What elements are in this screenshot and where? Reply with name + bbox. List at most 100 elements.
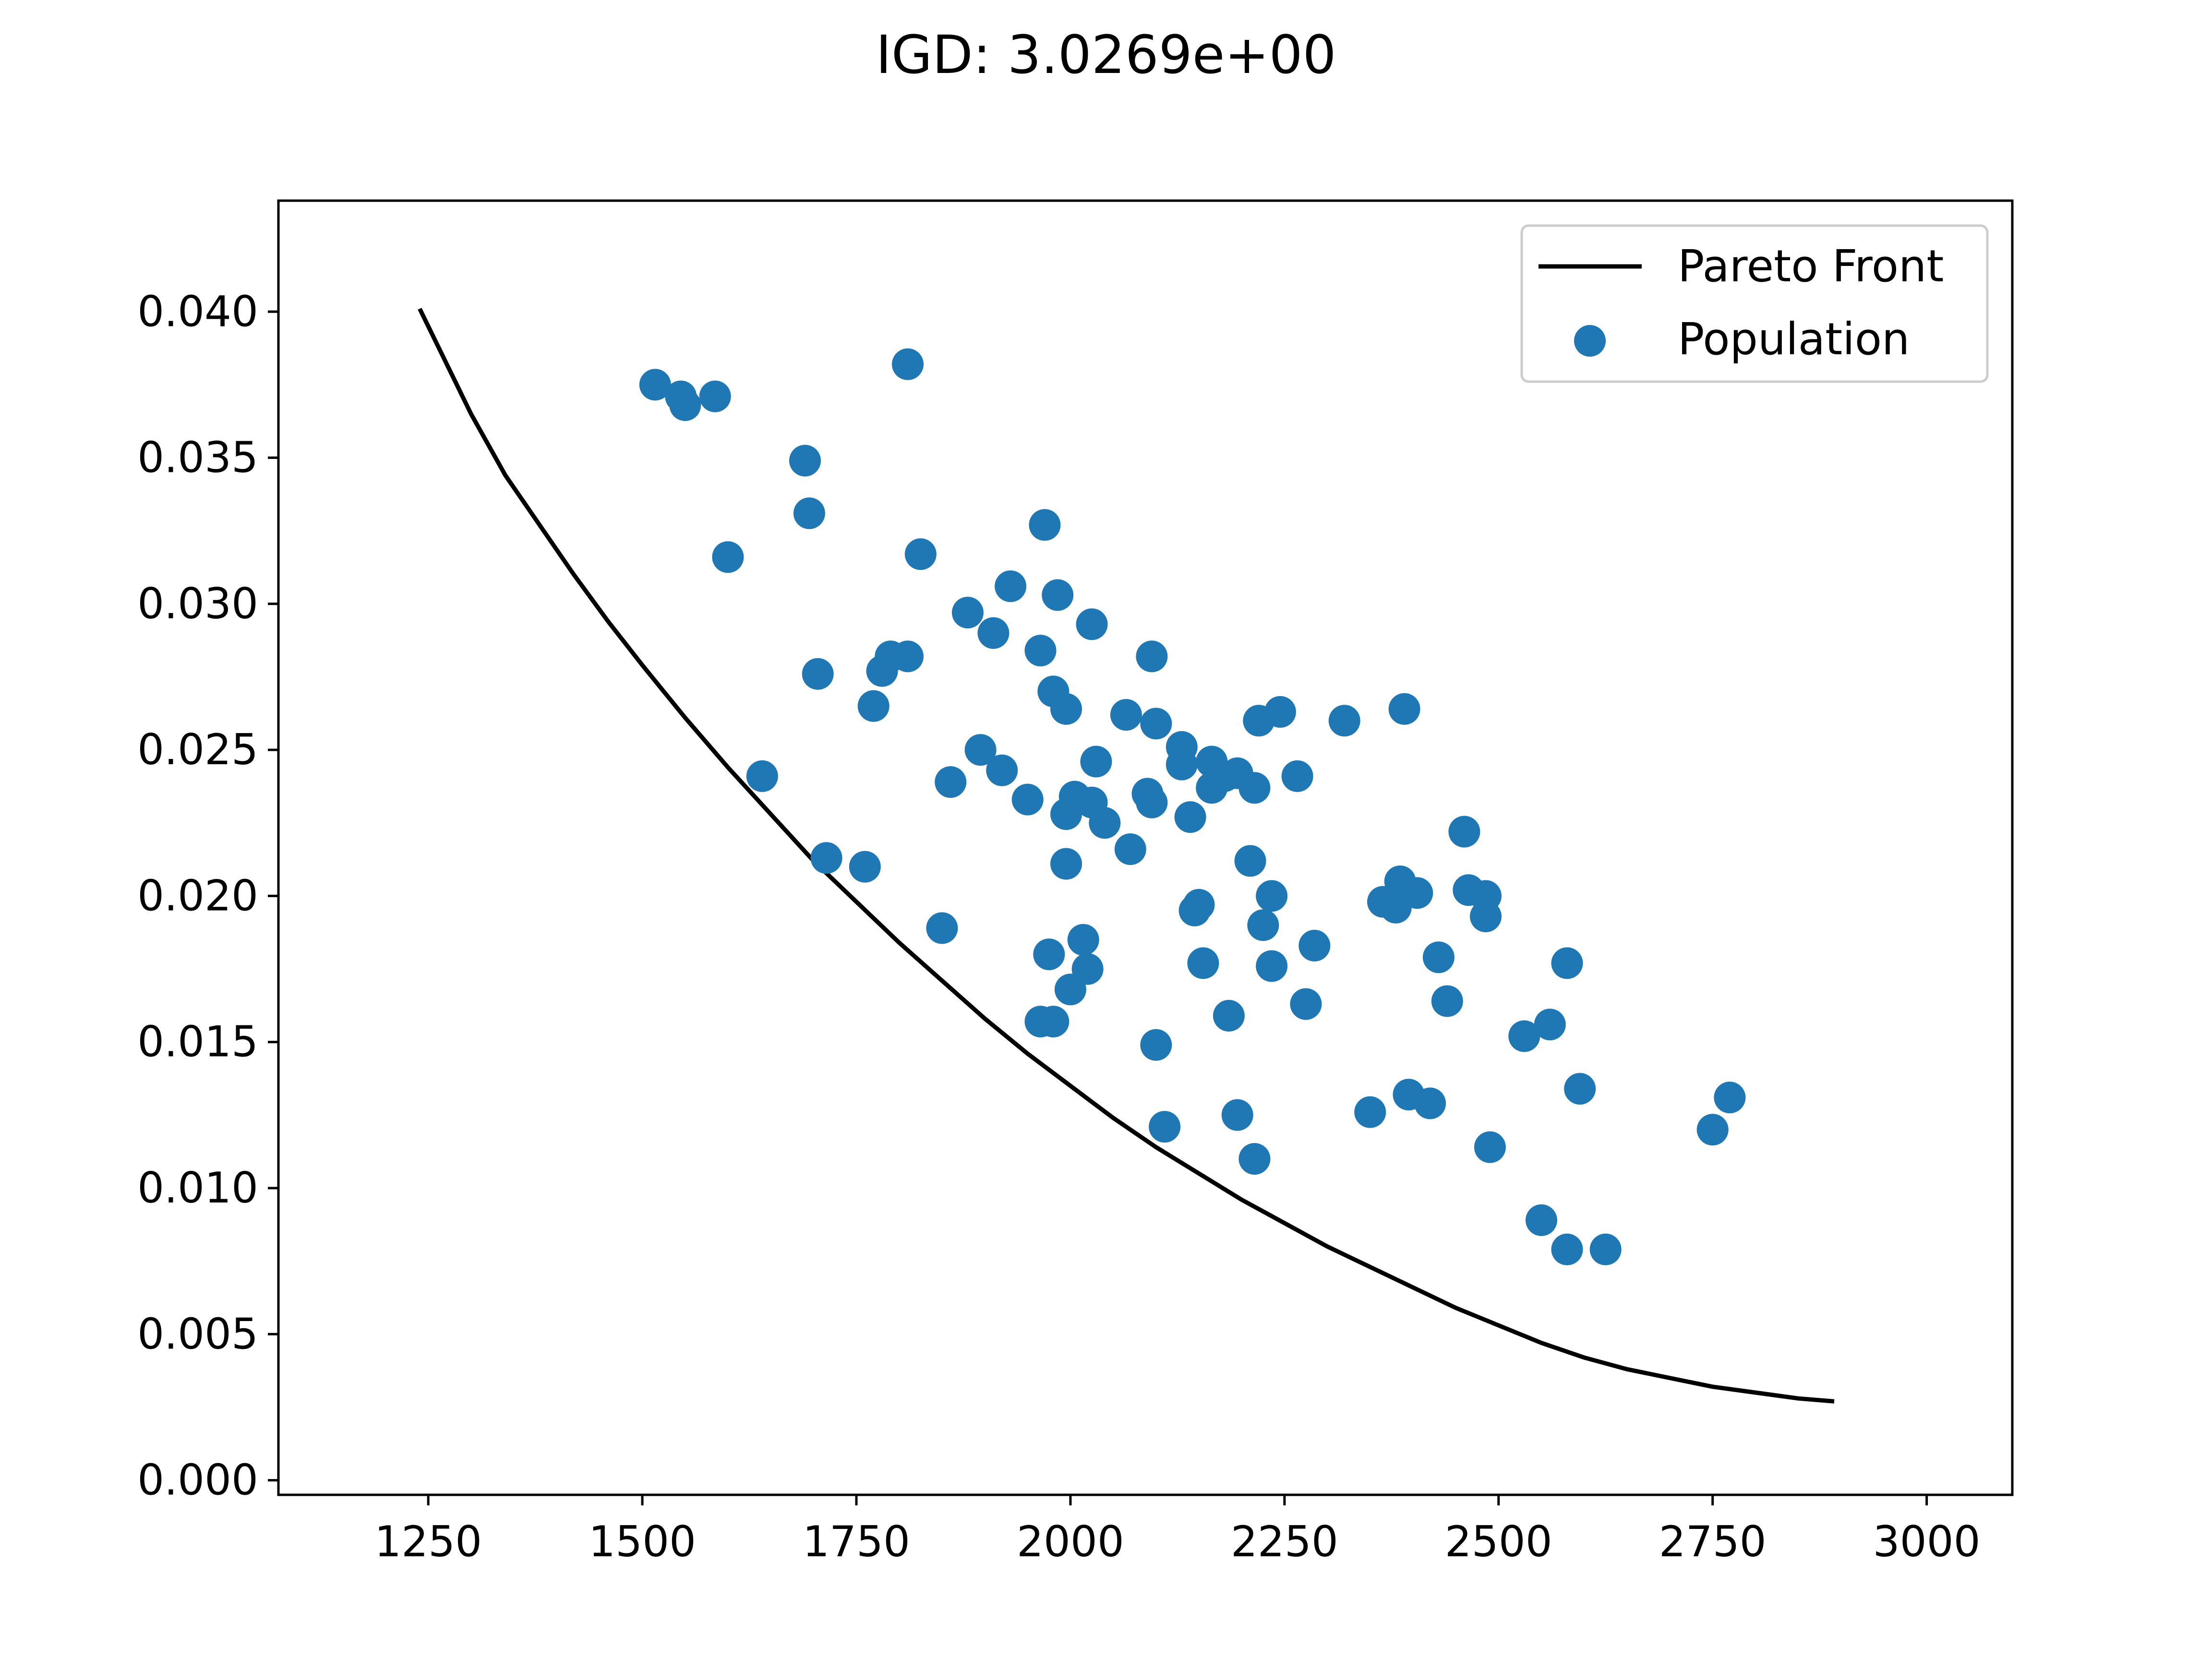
population-point bbox=[1264, 696, 1296, 728]
x-tick-label: 1500 bbox=[589, 1517, 696, 1566]
plot-area bbox=[418, 308, 1835, 1404]
pareto-front-line bbox=[418, 308, 1835, 1404]
population-point bbox=[1221, 1099, 1253, 1131]
legend-label-pareto-front: Pareto Front bbox=[1678, 240, 1944, 292]
population-point bbox=[639, 369, 671, 401]
y-tick-label: 0.005 bbox=[137, 1309, 258, 1358]
x-tick-label: 2750 bbox=[1659, 1517, 1767, 1566]
y-tick-label: 0.000 bbox=[137, 1455, 258, 1505]
population-point bbox=[1564, 1073, 1596, 1105]
y-tick-label: 0.010 bbox=[137, 1163, 258, 1213]
population-point bbox=[1140, 708, 1172, 740]
population-point bbox=[977, 617, 1010, 649]
x-tick-label: 2500 bbox=[1445, 1517, 1552, 1566]
x-tick-label: 1250 bbox=[374, 1517, 482, 1566]
population-point bbox=[849, 851, 881, 883]
population-point bbox=[866, 655, 898, 687]
x-tick-label: 2250 bbox=[1231, 1517, 1338, 1566]
population-point bbox=[1470, 901, 1502, 932]
y-tick-label: 0.035 bbox=[137, 433, 258, 482]
population-point bbox=[892, 640, 924, 673]
population-point bbox=[746, 760, 778, 792]
population-point bbox=[810, 842, 842, 874]
population-point bbox=[1080, 745, 1112, 778]
population-point bbox=[995, 570, 1027, 602]
population-point bbox=[1431, 985, 1463, 1017]
population-point bbox=[1448, 816, 1480, 848]
population-point bbox=[935, 766, 967, 798]
y-tick-label: 0.015 bbox=[137, 1017, 258, 1067]
population-point bbox=[1298, 929, 1331, 962]
plot-frame bbox=[277, 199, 2014, 1496]
population-point bbox=[1367, 886, 1399, 918]
population-point bbox=[892, 348, 924, 380]
population-point bbox=[793, 497, 825, 529]
population-point bbox=[802, 658, 834, 690]
population-point bbox=[1050, 798, 1082, 830]
population-point bbox=[1256, 950, 1288, 982]
population-point bbox=[1178, 894, 1211, 926]
y-tick-label: 0.020 bbox=[137, 871, 258, 920]
population-point bbox=[926, 912, 958, 944]
population-point bbox=[1050, 848, 1082, 880]
population-point bbox=[1354, 1096, 1386, 1128]
population-point bbox=[1029, 509, 1061, 541]
population-point bbox=[1238, 772, 1271, 804]
population-point bbox=[1174, 801, 1206, 833]
x-tick-label: 1750 bbox=[803, 1517, 910, 1566]
axes: 1250 1500 1750 2000 2250 2500 2750 3000 0.000 0.0… bbox=[137, 287, 1981, 1566]
population-point bbox=[1136, 786, 1168, 818]
population-point bbox=[1422, 941, 1455, 974]
population-point bbox=[1696, 1114, 1729, 1146]
population-point bbox=[1281, 760, 1313, 792]
population-point bbox=[1140, 1029, 1172, 1061]
population-point bbox=[1234, 845, 1266, 877]
population-point bbox=[1238, 1143, 1271, 1175]
y-tick-label: 0.030 bbox=[137, 579, 258, 628]
population-point bbox=[1076, 608, 1108, 640]
population-point bbox=[1024, 635, 1057, 667]
population-point bbox=[1166, 748, 1198, 781]
legend-marker-swatch bbox=[1574, 325, 1606, 357]
population-point bbox=[1042, 579, 1074, 611]
population-point bbox=[1037, 1006, 1070, 1038]
population-point bbox=[1114, 833, 1146, 865]
population-point bbox=[1328, 705, 1360, 737]
population-point bbox=[951, 597, 984, 629]
population-point bbox=[964, 734, 997, 766]
population-point bbox=[1414, 1087, 1446, 1119]
population-point bbox=[1054, 974, 1086, 1006]
x-tick-label: 3000 bbox=[1873, 1517, 1981, 1566]
population-point bbox=[1149, 1111, 1181, 1143]
population-point bbox=[1256, 880, 1288, 912]
population-point bbox=[1551, 1233, 1583, 1265]
population-point bbox=[1526, 1204, 1557, 1236]
population-point bbox=[1110, 699, 1142, 731]
population-point bbox=[1589, 1233, 1622, 1265]
legend: Pareto Front Population bbox=[1520, 224, 1989, 383]
population-point bbox=[1474, 1131, 1506, 1163]
population-point bbox=[1196, 772, 1228, 804]
population-point bbox=[1247, 909, 1279, 941]
population-point bbox=[699, 380, 731, 412]
population-point bbox=[1136, 640, 1168, 673]
population-point bbox=[1534, 1009, 1566, 1041]
population-point bbox=[1213, 999, 1245, 1032]
y-tick-label: 0.040 bbox=[137, 287, 258, 336]
population-point bbox=[1290, 988, 1322, 1020]
population-point bbox=[1089, 807, 1121, 839]
chart-title: IGD: 3.0269e+00 bbox=[876, 24, 1336, 85]
population-point bbox=[1388, 693, 1420, 725]
population-point bbox=[1011, 783, 1044, 816]
population-point bbox=[1067, 924, 1099, 956]
x-tick-label: 2000 bbox=[1017, 1517, 1124, 1566]
population-point bbox=[986, 754, 1018, 786]
population-point bbox=[1033, 938, 1065, 971]
legend-label-population: Population bbox=[1678, 313, 1910, 365]
population-point bbox=[712, 541, 744, 573]
population-point bbox=[904, 538, 937, 570]
population-point bbox=[1551, 947, 1583, 979]
population-point bbox=[1508, 1020, 1540, 1052]
y-tick-label: 0.025 bbox=[137, 725, 258, 774]
